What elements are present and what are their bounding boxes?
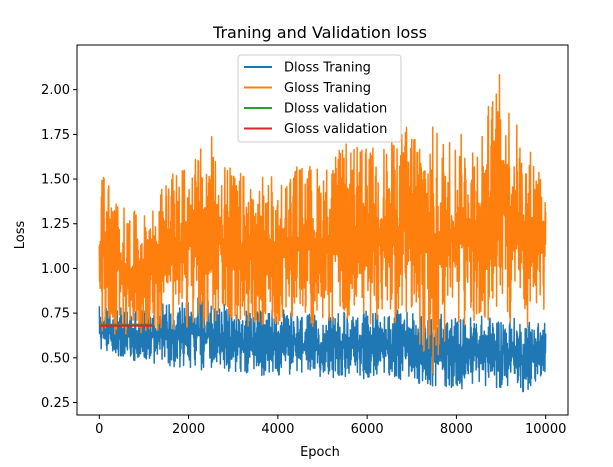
y-axis-label: Loss [13, 221, 28, 250]
legend-label: Dloss Traning [284, 61, 371, 76]
x-tick-label: 4000 [261, 422, 294, 437]
plot-frame [76, 44, 569, 416]
y-tick-label: 0.50 [41, 351, 70, 366]
x-tick-label: 0 [95, 422, 103, 437]
x-tick-label: 10000 [525, 422, 566, 437]
series-line-gloss-traning [98, 73, 547, 374]
axis-ticks: 0 2000 4000 6000 8000 10000 0.25 0.50 0.75 1.00 1.… [41, 83, 566, 437]
plot-series [98, 73, 547, 393]
x-tick-label: 8000 [440, 422, 473, 437]
y-tick-label: 1.75 [41, 128, 70, 143]
y-tick-label: 0.75 [41, 307, 70, 322]
legend-label: Gloss Traning [284, 81, 371, 96]
y-tick-label: 0.25 [41, 396, 70, 411]
y-tick-label: 2.00 [41, 83, 70, 98]
x-tick-label: 6000 [351, 422, 384, 437]
y-tick-label: 1.50 [41, 173, 70, 188]
series-line-dloss-traning [98, 297, 547, 393]
y-tick-label: 1.25 [41, 217, 70, 232]
legend-label: Gloss validation [284, 122, 387, 137]
legend: Dloss Traning Gloss Traning Dloss validati… [237, 54, 402, 143]
legend-frame [237, 54, 402, 143]
x-tick-label: 2000 [172, 422, 205, 437]
x-axis-label: Epoch [300, 445, 340, 460]
legend-label: Dloss validation [284, 102, 387, 117]
y-tick-label: 1.00 [41, 262, 70, 277]
chart-title: Traning and Validation loss [212, 23, 427, 42]
